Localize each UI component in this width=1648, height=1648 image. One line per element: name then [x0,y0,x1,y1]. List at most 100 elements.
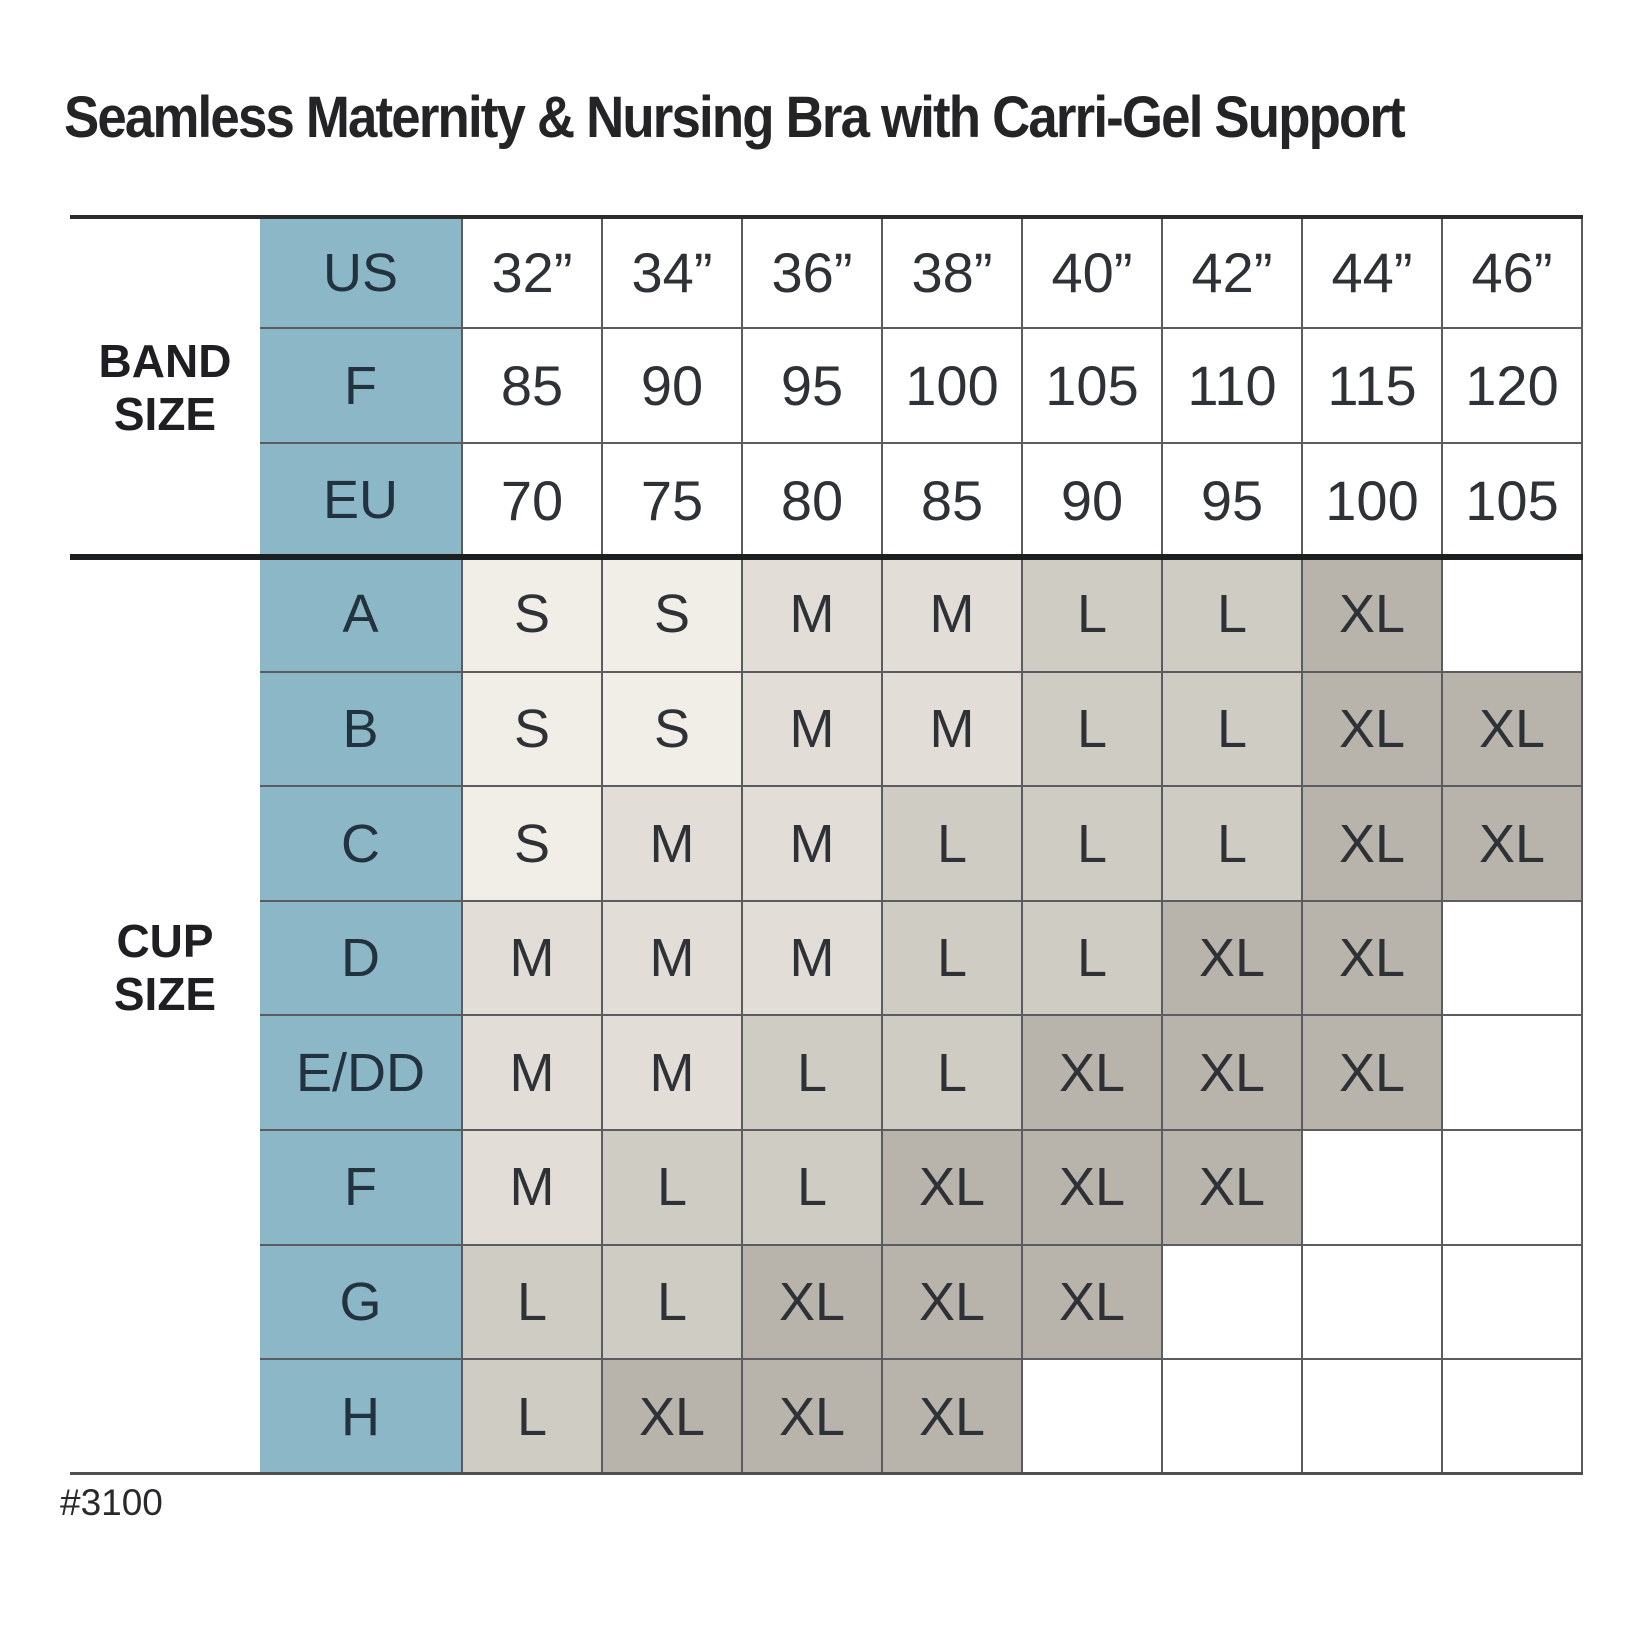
band-row-label: EU [260,444,463,558]
cup-size-cell [1443,558,1583,673]
band-size-cell: 38” [883,218,1023,329]
cup-size-cell: XL [743,1245,883,1361]
cup-size-cell: M [603,787,743,902]
table-bottom-border [70,1472,1583,1475]
band-cup-divider [70,554,1583,560]
cup-size-cell: XL [1303,1016,1443,1132]
cup-size-cell: M [463,901,603,1017]
band-size-label: BAND SIZE [70,218,260,558]
cup-size-cell: S [463,672,603,788]
band-size-cell: 42” [1163,218,1303,329]
band-size-cell: 95 [1163,444,1303,558]
band-size-cell: 34” [603,218,743,329]
cup-size-cell: L [743,1131,883,1246]
cup-size-cell: XL [883,1245,1023,1361]
cup-size-cell: M [743,787,883,902]
cup-size-cell: L [603,1131,743,1246]
cup-size-cell: XL [1163,1016,1303,1132]
cup-row-label: H [260,1360,463,1475]
cup-size-cell: XL [1303,558,1443,673]
band-size-cell: 105 [1023,329,1163,444]
product-code: #3100 [60,1482,163,1523]
cup-size-cell: M [603,901,743,1017]
cup-row-label: B [260,672,463,788]
cup-size-cell [1163,1360,1303,1475]
band-size-cell: 100 [1303,444,1443,558]
cup-size-cell: L [603,1245,743,1361]
band-size-cell: 46” [1443,218,1583,329]
cup-row-label: C [260,787,463,902]
cup-size-cell: XL [883,1360,1023,1475]
cup-size-cell [1443,1245,1583,1361]
cup-size-cell: XL [1303,901,1443,1017]
chart-title: Seamless Maternity & Nursing Bra with Ca… [64,85,1406,150]
cup-size-cell: XL [1023,1016,1163,1132]
band-size-label-line1: BAND [98,334,232,387]
table-top-border [70,215,1583,219]
cup-size-cell [1303,1245,1443,1361]
cup-size-cell: XL [1443,672,1583,788]
band-size-cell: 90 [603,329,743,444]
cup-size-cell: M [603,1016,743,1132]
cup-size-cell [1443,901,1583,1017]
cup-size-cell [1443,1016,1583,1132]
cup-size-cell: XL [743,1360,883,1475]
cup-size-cell: L [1163,787,1303,902]
cup-size-cell [1023,1360,1163,1475]
band-row-label: F [260,329,463,444]
cup-size-cell: XL [1023,1131,1163,1246]
band-size-cell: 32” [463,218,603,329]
size-table: BAND SIZE CUP SIZE US 32” 34” 36” 38” 40” 42” 4… [70,218,1583,1475]
band-size-cell: 36” [743,218,883,329]
cup-size-cell: L [1023,787,1163,902]
cup-row-label: F [260,1131,463,1246]
cup-size-cell: L [463,1245,603,1361]
band-size-cell: 85 [883,444,1023,558]
cup-size-cell: L [1023,672,1163,788]
cup-size-cell: M [743,672,883,788]
cup-row-label: E/DD [260,1016,463,1132]
cup-size-cell: S [603,558,743,673]
cup-size-cell [1443,1131,1583,1246]
cup-size-cell: XL [1303,787,1443,902]
cup-size-cell: S [463,558,603,673]
cup-size-cell: M [883,558,1023,673]
cup-size-label-line2: SIZE [113,968,217,1021]
cup-size-cell: L [1023,558,1163,673]
cup-size-cell: XL [1163,901,1303,1017]
cup-size-cell: L [883,787,1023,902]
band-size-cell: 95 [743,329,883,444]
cup-size-cell: XL [883,1131,1023,1246]
cup-size-cell [1303,1360,1443,1475]
band-size-cell: 44” [1303,218,1443,329]
band-size-cell: 80 [743,444,883,558]
cup-size-cell: XL [1023,1245,1163,1361]
cup-size-cell [1163,1245,1303,1361]
band-size-cell: 115 [1303,329,1443,444]
cup-size-cell: L [1163,558,1303,673]
cup-size-cell: XL [1303,672,1443,788]
band-size-cell: 85 [463,329,603,444]
band-size-cell: 75 [603,444,743,558]
cup-size-label: CUP SIZE [70,558,260,1475]
cup-size-cell: M [743,558,883,673]
cup-size-cell: M [463,1131,603,1246]
cup-size-cell: XL [1443,787,1583,902]
cup-size-cell: M [743,901,883,1017]
band-size-cell: 110 [1163,329,1303,444]
band-size-cell: 90 [1023,444,1163,558]
cup-row-label: A [260,558,463,673]
cup-row-label: G [260,1245,463,1361]
band-size-cell: 105 [1443,444,1583,558]
cup-size-cell [1303,1131,1443,1246]
band-size-cell: 120 [1443,329,1583,444]
cup-size-cell: L [883,1016,1023,1132]
band-size-label-line2: SIZE [113,388,217,440]
cup-size-cell: M [883,672,1023,788]
cup-size-cell: L [1163,672,1303,788]
cup-size-cell: S [603,672,743,788]
cup-size-cell: XL [1163,1131,1303,1246]
band-size-cell: 40” [1023,218,1163,329]
cup-size-cell: S [463,787,603,902]
